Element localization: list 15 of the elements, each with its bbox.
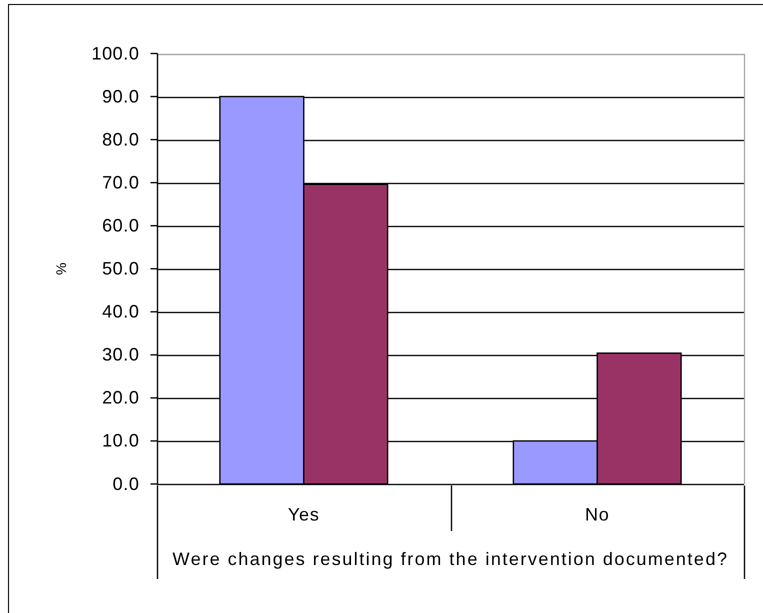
y-tick-label: 30.0 bbox=[102, 344, 140, 365]
y-tick-label: 50.0 bbox=[102, 258, 140, 279]
y-tick-label: 100.0 bbox=[91, 43, 140, 64]
x-tick-label: Yes bbox=[288, 504, 320, 524]
y-tick-label: 40.0 bbox=[102, 302, 140, 322]
x-tick-label: No bbox=[584, 504, 610, 524]
y-tick-label: 90.0 bbox=[102, 86, 140, 106]
y-tick-label: 10.0 bbox=[102, 430, 140, 451]
y-axis-title: % bbox=[53, 262, 69, 275]
y-tick-label: 20.0 bbox=[102, 388, 140, 408]
x-axis-title: Were changes resulting from the intervention documented? bbox=[172, 549, 728, 569]
y-tick-label: 80.0 bbox=[102, 129, 140, 150]
y-tick-label: 0.0 bbox=[112, 474, 140, 494]
y-tick-label: 60.0 bbox=[102, 215, 140, 236]
y-tick-label: 70.0 bbox=[102, 172, 140, 192]
